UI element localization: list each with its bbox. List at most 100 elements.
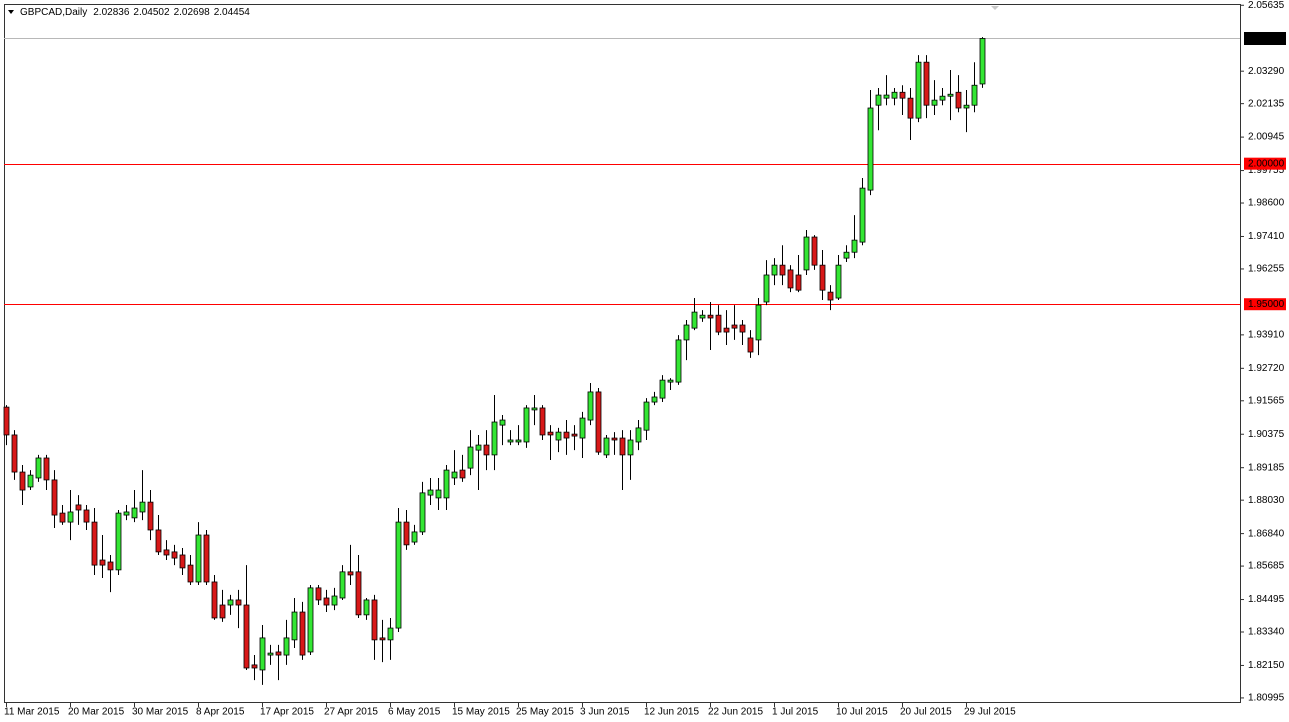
candle-body bbox=[219, 604, 226, 619]
candle-body bbox=[739, 324, 746, 333]
candle-body bbox=[731, 324, 738, 329]
candle-body bbox=[819, 264, 826, 291]
candle-body bbox=[923, 61, 930, 106]
candle-body bbox=[539, 407, 546, 436]
candle-body bbox=[867, 107, 874, 191]
candle-body bbox=[523, 407, 530, 443]
plot-frame bbox=[4, 4, 1241, 703]
y-tick-label: 1.82150 bbox=[1248, 660, 1285, 671]
candle-body bbox=[291, 611, 298, 641]
candle-body bbox=[971, 84, 978, 106]
y-tick-label: 1.96255 bbox=[1248, 264, 1285, 275]
candle-body bbox=[3, 406, 10, 436]
candle-body bbox=[299, 611, 306, 656]
candle-body bbox=[563, 431, 570, 439]
candle-body bbox=[875, 94, 882, 106]
candle-body bbox=[843, 251, 850, 259]
candle-body bbox=[955, 91, 962, 109]
candle-body bbox=[691, 311, 698, 329]
y-tick-label: 2.05635 bbox=[1248, 0, 1285, 11]
y-tick-label: 1.84495 bbox=[1248, 594, 1285, 605]
candle-body bbox=[587, 391, 594, 421]
x-tick-label: 6 May 2015 bbox=[388, 707, 441, 718]
candle-body bbox=[283, 637, 290, 656]
candle-body bbox=[171, 551, 178, 559]
candle-body bbox=[555, 431, 562, 441]
y-tick-label: 1.92720 bbox=[1248, 363, 1285, 374]
candle-body bbox=[419, 492, 426, 533]
chart-title: GBPCAD,Daily bbox=[20, 7, 87, 18]
candle-body bbox=[27, 474, 34, 488]
candle-body bbox=[619, 437, 626, 456]
candle-body bbox=[427, 489, 434, 496]
header-close: 2.04454 bbox=[214, 7, 251, 18]
level-label-box bbox=[1244, 157, 1286, 170]
candle-body bbox=[707, 314, 714, 319]
x-tick-label: 17 Apr 2015 bbox=[260, 707, 314, 718]
candle-body bbox=[379, 637, 386, 641]
candle-body bbox=[107, 561, 114, 571]
candle-body bbox=[275, 651, 282, 656]
candle-body bbox=[715, 314, 722, 333]
x-tick-label: 11 Mar 2015 bbox=[4, 707, 60, 718]
x-tick-label: 1 Jul 2015 bbox=[772, 707, 819, 718]
candle-body bbox=[363, 599, 370, 616]
y-tick-label: 1.98600 bbox=[1248, 198, 1285, 209]
candle-body bbox=[795, 274, 802, 291]
x-tick-label: 10 Jul 2015 bbox=[836, 707, 888, 718]
candle-body bbox=[315, 587, 322, 601]
candle-body bbox=[459, 469, 466, 479]
candle-body bbox=[411, 531, 418, 543]
shift-marker[interactable] bbox=[991, 6, 999, 10]
candle-body bbox=[963, 104, 970, 109]
candle-body bbox=[179, 554, 186, 569]
y-tick-label: 1.90375 bbox=[1248, 429, 1285, 440]
candle-body bbox=[131, 507, 138, 519]
candle-body bbox=[779, 264, 786, 276]
candle-body bbox=[571, 433, 578, 437]
candle-body bbox=[651, 396, 658, 403]
candle-body bbox=[827, 291, 834, 301]
candle-body bbox=[19, 471, 26, 491]
candle-body bbox=[811, 236, 818, 266]
candle-body bbox=[259, 637, 266, 671]
candle-body bbox=[51, 479, 58, 516]
candle-body bbox=[491, 421, 498, 456]
candle-body bbox=[195, 534, 202, 583]
candle-body bbox=[611, 437, 618, 441]
candle-body bbox=[931, 99, 938, 106]
candle-body bbox=[667, 379, 674, 383]
candle-body bbox=[659, 379, 666, 399]
x-tick-label: 3 Jun 2015 bbox=[580, 707, 630, 718]
candle-body bbox=[323, 597, 330, 606]
candle-body bbox=[595, 391, 602, 453]
y-tick-label: 1.88030 bbox=[1248, 495, 1285, 506]
candle-body bbox=[675, 339, 682, 383]
candle-body bbox=[147, 501, 154, 531]
candle-body bbox=[979, 38, 986, 85]
candle-body bbox=[763, 274, 770, 303]
y-tick-label: 1.91565 bbox=[1248, 395, 1285, 406]
candle-body bbox=[307, 587, 314, 653]
candle-body bbox=[187, 564, 194, 583]
candle-body bbox=[915, 61, 922, 119]
candle-body bbox=[547, 431, 554, 436]
candle-body bbox=[947, 93, 954, 97]
x-tick-label: 12 Jun 2015 bbox=[644, 707, 699, 718]
candle-body bbox=[59, 512, 66, 523]
y-tick-label: 1.93910 bbox=[1248, 330, 1285, 341]
candle-body bbox=[91, 521, 98, 566]
candle-body bbox=[787, 269, 794, 289]
candle-body bbox=[939, 95, 946, 101]
level-label-box bbox=[1244, 298, 1286, 311]
candle-body bbox=[851, 239, 858, 253]
candle-body bbox=[467, 446, 474, 469]
candle-body bbox=[155, 529, 162, 553]
price-label: 2.04454 bbox=[1248, 33, 1285, 44]
candle-body bbox=[747, 337, 754, 353]
menu-triangle[interactable] bbox=[8, 10, 14, 14]
candle-body bbox=[163, 549, 170, 556]
candle-body bbox=[267, 652, 274, 656]
candle-body bbox=[83, 509, 90, 523]
candle-body bbox=[907, 97, 914, 119]
